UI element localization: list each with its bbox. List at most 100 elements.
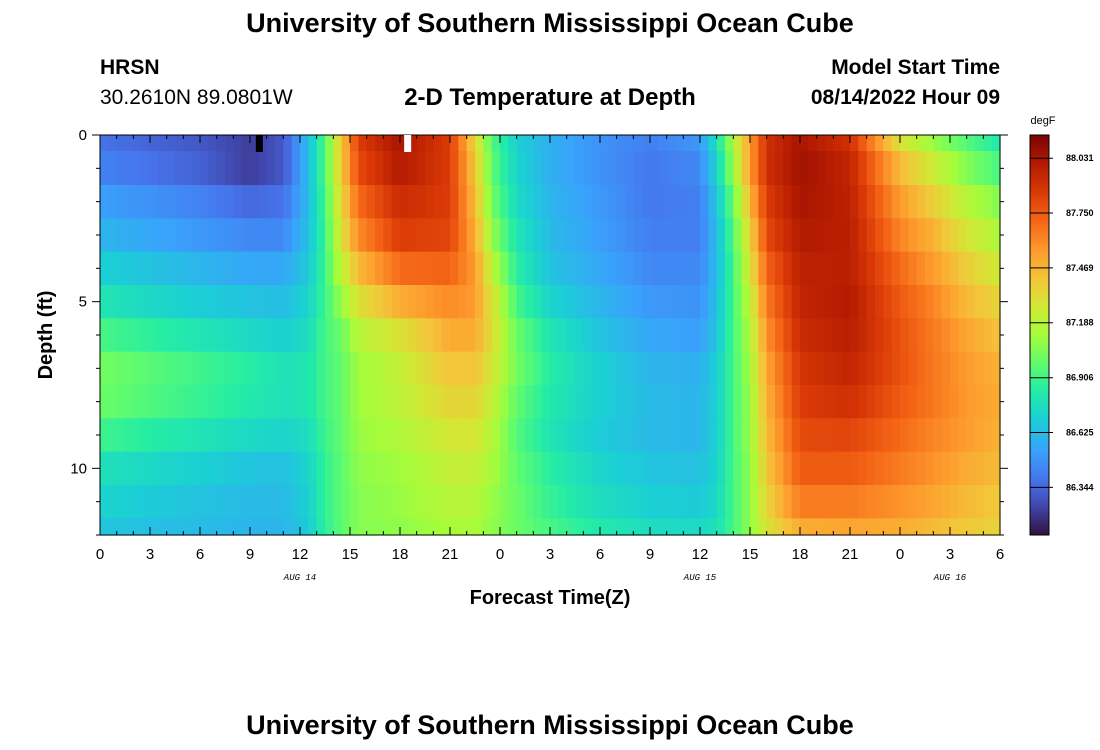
heatmap-cell <box>716 285 726 319</box>
heatmap-cell <box>758 485 768 519</box>
heatmap-cell <box>925 185 934 219</box>
heatmap-cell <box>125 151 134 186</box>
heatmap-cell <box>625 151 634 186</box>
heatmap-cell <box>741 318 751 353</box>
heatmap-cell <box>283 151 293 186</box>
heatmap-cell <box>191 385 201 419</box>
heatmap-cell <box>441 135 451 152</box>
heatmap-cell <box>991 151 1001 186</box>
heatmap-cell <box>283 318 293 353</box>
heatmap-cell <box>858 485 868 519</box>
heatmap-cell <box>716 218 726 253</box>
heatmap-cell <box>616 218 626 253</box>
heatmap-cell <box>616 485 626 519</box>
heatmap-cell <box>233 285 243 319</box>
heatmap-cell <box>591 485 601 519</box>
heatmap-cell <box>500 451 509 486</box>
heatmap-cell <box>275 385 284 419</box>
heatmap-cell <box>441 418 451 453</box>
heatmap-cell <box>150 285 159 319</box>
heatmap-cell <box>500 285 509 319</box>
heatmap-cell <box>408 318 418 353</box>
heatmap-cell <box>441 451 451 486</box>
heatmap-cell <box>141 151 151 186</box>
heatmap-cell <box>858 151 868 186</box>
heatmap-cell <box>916 485 926 519</box>
heatmap-cell <box>566 218 576 253</box>
heatmap-cell <box>375 151 384 186</box>
heatmap-cell <box>858 318 868 353</box>
heatmap-cell <box>750 418 759 453</box>
heatmap-cell <box>200 518 209 536</box>
missing-data-mark-light <box>404 135 412 152</box>
heatmap-cell <box>383 451 393 486</box>
heatmap-cell <box>125 318 134 353</box>
heatmap-cell <box>925 218 934 253</box>
heatmap-cell <box>550 318 559 353</box>
heatmap-cell <box>175 418 184 453</box>
heatmap-cell <box>783 451 793 486</box>
heatmap-cell <box>658 135 668 152</box>
heatmap-cell <box>925 151 934 186</box>
heatmap-cell <box>116 285 126 319</box>
heatmap-cell <box>608 518 618 536</box>
colorbar: 88.031 87.750 87.469 87.188 86.906 86.625 86.3… <box>1029 134 1094 536</box>
heatmap-cell <box>658 218 668 253</box>
heatmap-cell <box>983 135 993 152</box>
heatmap-cell <box>766 418 776 453</box>
heatmap-cell <box>925 318 934 353</box>
heatmap-cell <box>791 385 801 419</box>
heatmap-cell <box>150 185 159 219</box>
heatmap-cell <box>633 318 643 353</box>
heatmap-cell <box>783 151 793 186</box>
heatmap-cell <box>941 218 951 253</box>
heatmap-cell <box>216 251 226 286</box>
heatmap-cell <box>475 285 484 319</box>
heatmap-cell <box>900 185 909 219</box>
heatmap-cell <box>816 218 826 253</box>
heatmap-cell <box>600 151 609 186</box>
heatmap-cell <box>775 451 784 486</box>
heatmap-cell <box>916 318 926 353</box>
heatmap-cell <box>741 185 751 219</box>
heatmap-cell <box>725 218 734 253</box>
heatmap-cell <box>258 385 268 419</box>
heatmap-cell <box>716 418 726 453</box>
heatmap-cell <box>366 318 376 353</box>
heatmap-cell <box>650 385 659 419</box>
heatmap-cell <box>250 218 259 253</box>
heatmap-cell <box>900 151 909 186</box>
heatmap-cell <box>983 151 993 186</box>
missing-data-mark-dark <box>255 135 263 152</box>
chart-axes: 0 3 6 9 12 15 18 21 0 3 6 9 12 15 18 21 0 3 6 AUG 14 AUG 15 A… <box>70 127 1008 583</box>
heatmap-cell <box>100 151 109 186</box>
heatmap-cell <box>150 318 159 353</box>
heatmap-cell <box>991 418 1001 453</box>
heatmap-cell <box>850 385 859 419</box>
heatmap-cell <box>266 285 276 319</box>
y-axis-title: Depth (ft) <box>35 291 57 380</box>
heatmap-cell <box>941 135 951 152</box>
heatmap-cell <box>658 418 668 453</box>
heatmap-cell <box>675 518 684 536</box>
heatmap-cell <box>441 218 451 253</box>
heatmap-cell <box>183 218 193 253</box>
heatmap-cell <box>225 285 234 319</box>
heatmap-cell <box>125 385 134 419</box>
heatmap-cell <box>450 385 459 419</box>
heatmap-cell <box>750 485 759 519</box>
heatmap-cell <box>241 385 251 419</box>
heatmap-cell <box>475 518 484 536</box>
heatmap-cell <box>425 451 434 486</box>
heatmap-cell <box>341 485 351 519</box>
heatmap-cell <box>508 385 518 419</box>
heatmap-cell <box>891 218 901 253</box>
heatmap-cell <box>366 418 376 453</box>
heatmap-cell <box>141 218 151 253</box>
heatmap-cell <box>416 185 426 219</box>
heatmap-cell <box>166 251 176 286</box>
heatmap-cell <box>150 451 159 486</box>
heatmap-cell <box>950 218 959 253</box>
heatmap-cell <box>250 485 259 519</box>
heatmap-cell <box>300 251 309 286</box>
